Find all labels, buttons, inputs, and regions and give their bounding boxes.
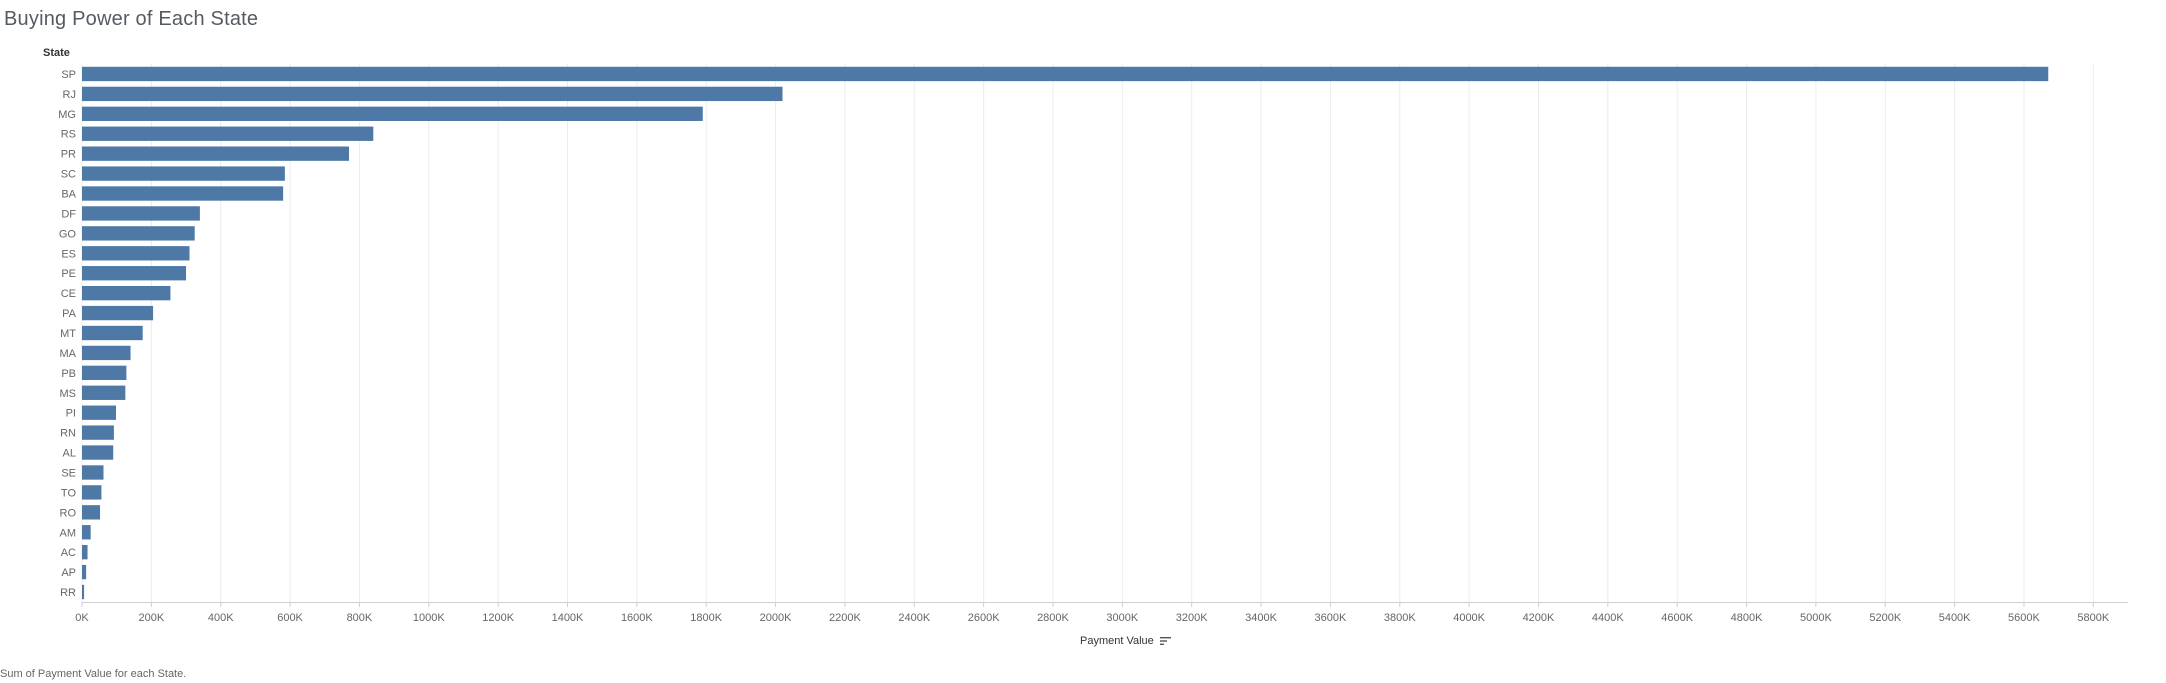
category-label-to: TO: [61, 487, 77, 499]
category-label-pb: PB: [61, 368, 76, 380]
bar-ma: [82, 345, 131, 361]
x-tick-label: 2800K: [1037, 612, 1069, 624]
x-tick-label: 4000K: [1453, 612, 1485, 624]
bar-ac: [82, 545, 88, 560]
chart-title: Buying Power of Each State: [4, 8, 259, 30]
bar-rn: [82, 425, 114, 440]
x-tick-label: 800K: [347, 612, 373, 624]
x-tick-label: 1600K: [621, 612, 653, 624]
x-tick-label: 2200K: [829, 612, 861, 624]
bar-to: [82, 485, 102, 500]
x-tick-label: 200K: [139, 612, 165, 624]
category-label-ro: RO: [60, 507, 77, 519]
x-tick-label: 2600K: [968, 612, 1000, 624]
x-tick-label: 3200K: [1176, 612, 1208, 624]
bar-sc: [82, 166, 285, 181]
category-label-pi: PI: [66, 408, 76, 420]
bar-df: [82, 206, 200, 221]
bar-pa: [82, 305, 154, 321]
bar-am: [82, 525, 91, 540]
category-label-ce: CE: [61, 288, 76, 300]
x-tick-label: 1000K: [413, 612, 445, 624]
x-tick-label: 0K: [75, 612, 89, 624]
sort-icon[interactable]: [1159, 636, 1172, 646]
category-label-ms: MS: [60, 388, 77, 400]
category-label-sc: SC: [61, 169, 76, 181]
bar-rr: [82, 584, 85, 600]
x-tick-label: 3600K: [1315, 612, 1347, 624]
bar-ba: [82, 186, 284, 201]
x-axis-title-container: Payment Value: [1080, 635, 1172, 647]
row-header-label: State: [43, 47, 70, 59]
bar-pe: [82, 266, 187, 281]
bar-ce: [82, 285, 171, 301]
x-tick-label: 4200K: [1523, 612, 1555, 624]
x-tick-label: 5200K: [1869, 612, 1901, 624]
x-tick-label: 5000K: [1800, 612, 1832, 624]
x-tick-label: 2400K: [898, 612, 930, 624]
category-label-pa: PA: [62, 308, 77, 320]
category-label-al: AL: [63, 448, 76, 460]
category-label-ba: BA: [61, 189, 76, 201]
x-tick-label: 2000K: [760, 612, 792, 624]
x-tick-label: 600K: [277, 612, 303, 624]
bar-mg: [82, 106, 703, 121]
x-axis-title: Payment Value: [1080, 635, 1154, 647]
x-tick-label: 5800K: [2077, 612, 2109, 624]
x-tick-label: 1200K: [482, 612, 514, 624]
footer-caption: Sum of Payment Value for each State.: [0, 668, 187, 680]
category-label-es: ES: [61, 248, 76, 260]
bar-mt: [82, 325, 143, 341]
bar-al: [82, 445, 114, 460]
x-tick-label: 3800K: [1384, 612, 1416, 624]
bar-go: [82, 226, 195, 241]
bar-pi: [82, 405, 116, 420]
x-tick-label: 1800K: [690, 612, 722, 624]
x-tick-label: 1400K: [552, 612, 584, 624]
category-label-ap: AP: [61, 567, 76, 579]
category-label-rs: RS: [61, 129, 76, 141]
bar-es: [82, 246, 190, 261]
category-label-mt: MT: [60, 328, 76, 340]
x-tick-label: 400K: [208, 612, 234, 624]
category-label-ma: MA: [60, 348, 77, 360]
category-label-pe: PE: [61, 268, 76, 280]
category-label-mg: MG: [58, 109, 76, 121]
category-label-sp: SP: [61, 69, 76, 81]
bar-ms: [82, 385, 126, 400]
category-label-rr: RR: [60, 587, 76, 599]
bar-ro: [82, 505, 101, 520]
bar-rj: [82, 86, 783, 102]
category-label-rn: RN: [60, 428, 76, 440]
x-tick-label: 4400K: [1592, 612, 1624, 624]
x-tick-label: 4600K: [1661, 612, 1693, 624]
x-tick-label: 5400K: [1939, 612, 1971, 624]
bar-sp: [82, 66, 2049, 82]
x-tick-label: 5600K: [2008, 612, 2040, 624]
category-label-am: AM: [60, 527, 77, 539]
bar-se: [82, 465, 104, 480]
category-label-df: DF: [61, 208, 76, 220]
bar-rs: [82, 126, 374, 141]
category-label-se: SE: [61, 467, 76, 479]
bar-pb: [82, 365, 127, 381]
category-label-rj: RJ: [63, 89, 76, 101]
category-label-ac: AC: [61, 547, 76, 559]
x-tick-label: 3400K: [1245, 612, 1277, 624]
category-label-pr: PR: [61, 149, 76, 161]
bar-pr: [82, 146, 350, 161]
category-label-go: GO: [59, 228, 77, 240]
x-tick-label: 3000K: [1106, 612, 1138, 624]
x-tick-label: 4800K: [1731, 612, 1763, 624]
bar-ap: [82, 564, 87, 580]
